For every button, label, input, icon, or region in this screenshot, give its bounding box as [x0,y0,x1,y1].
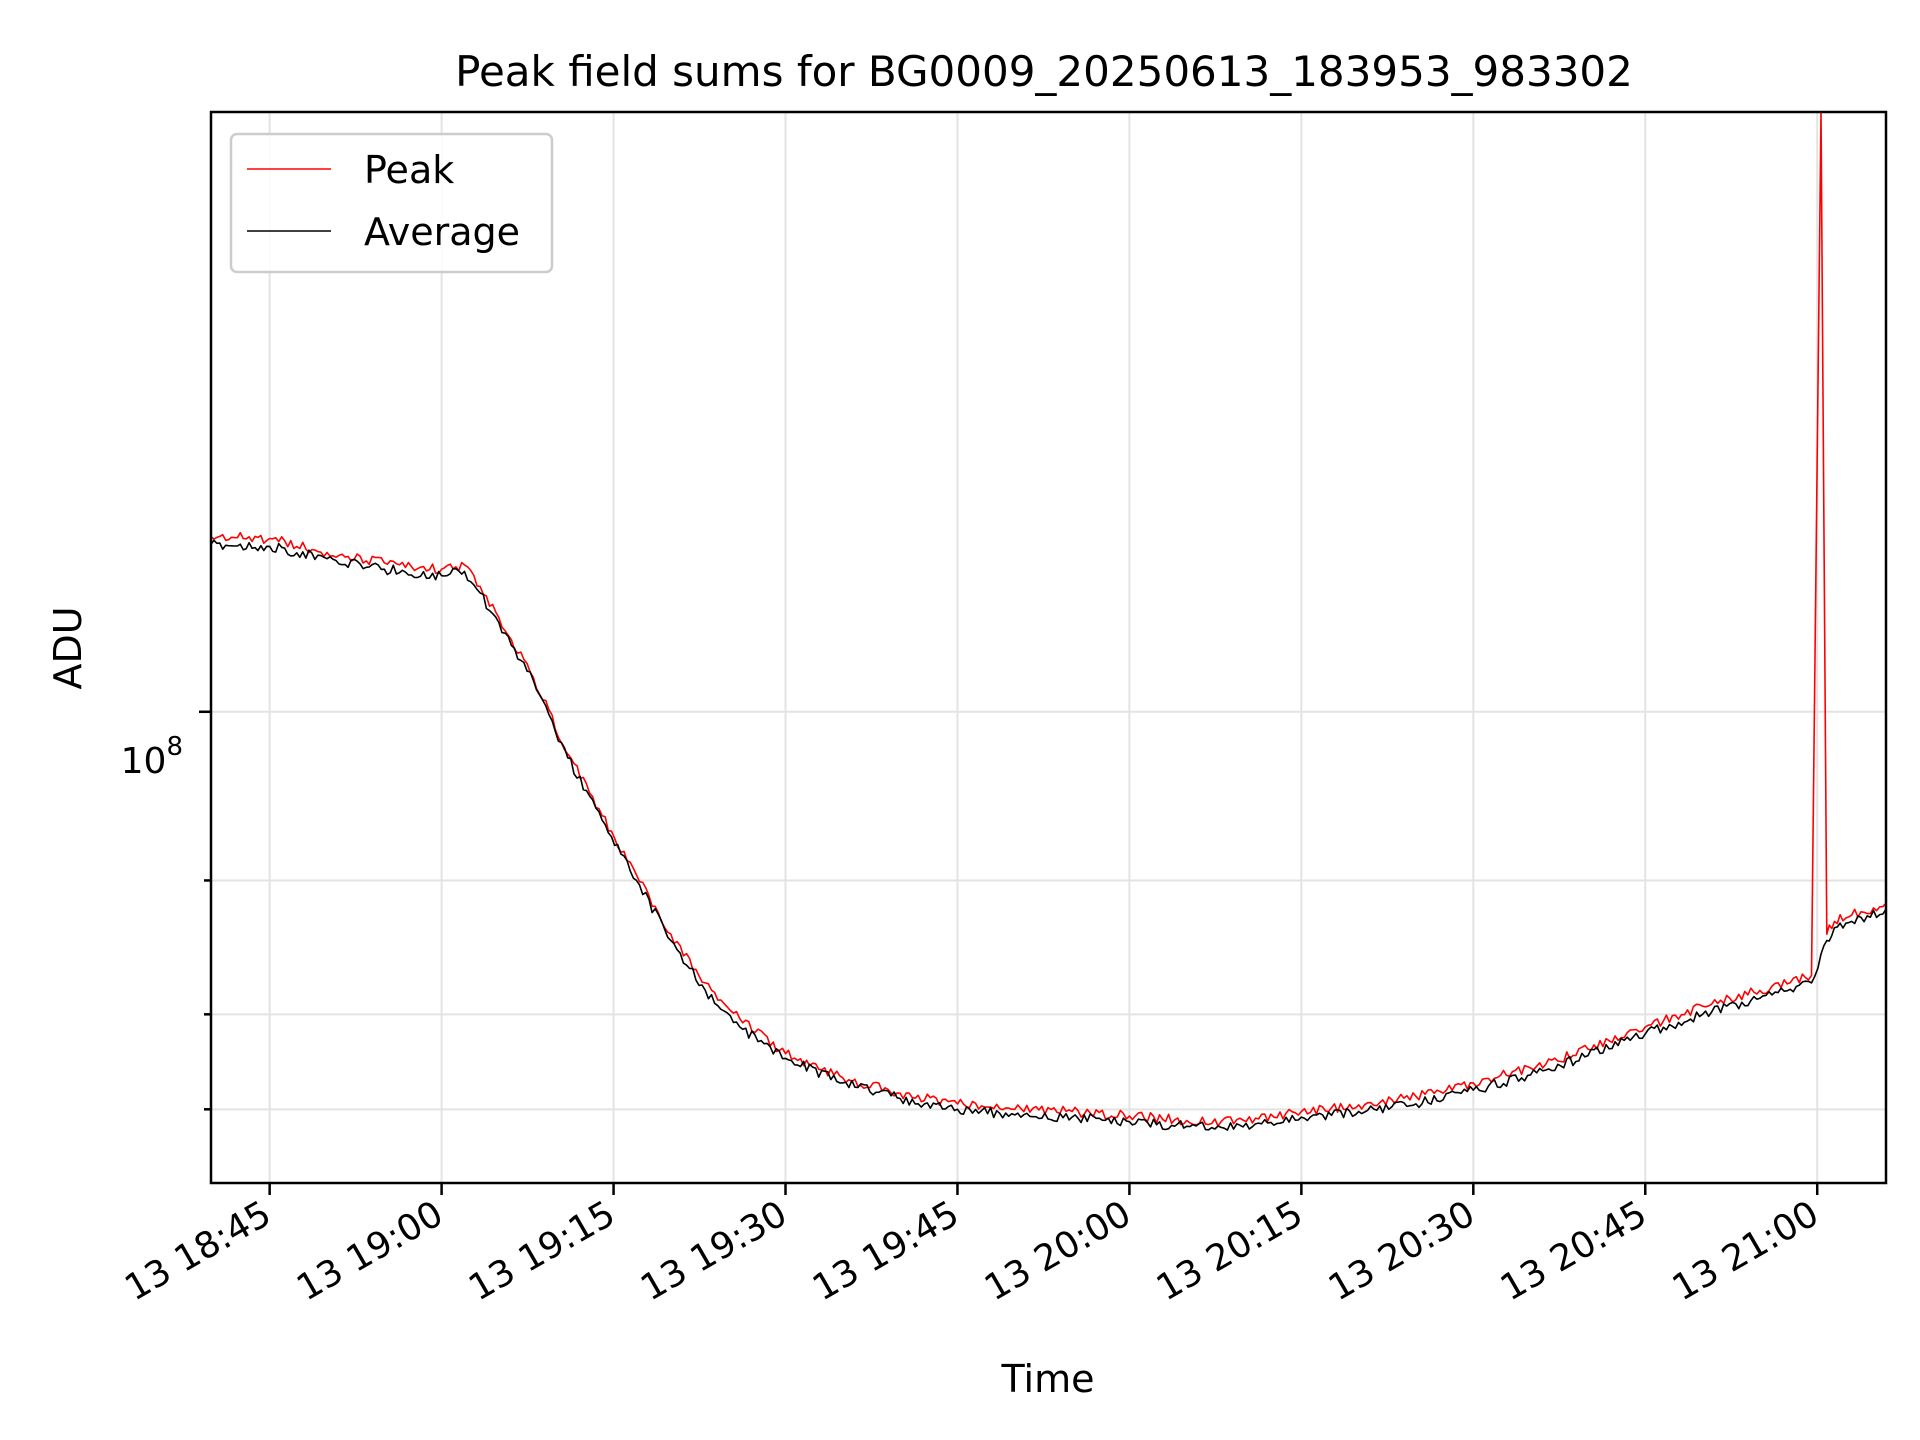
y-axis-label: ADU [46,606,90,689]
legend-average-label: Average [364,210,520,254]
y-tick-labels: 108 [121,732,183,782]
grid-lines [211,112,1886,1183]
legend: Peak Average [229,132,554,274]
legend-peak-label: Peak [364,148,454,192]
x-axis-label: Time [1001,1357,1095,1401]
chart-title: Peak field sums for BG0009_20250613_1839… [455,47,1633,96]
y-tick-label-base: 10 [121,741,167,782]
y-tick-label-exponent: 8 [166,732,183,762]
series-layer [211,112,1886,1131]
y-tick-label-1e8: 108 [121,732,183,782]
series-line-peak [211,112,1886,1127]
series-line-average [211,539,1886,1131]
plot-area-frame [209,110,1888,1185]
